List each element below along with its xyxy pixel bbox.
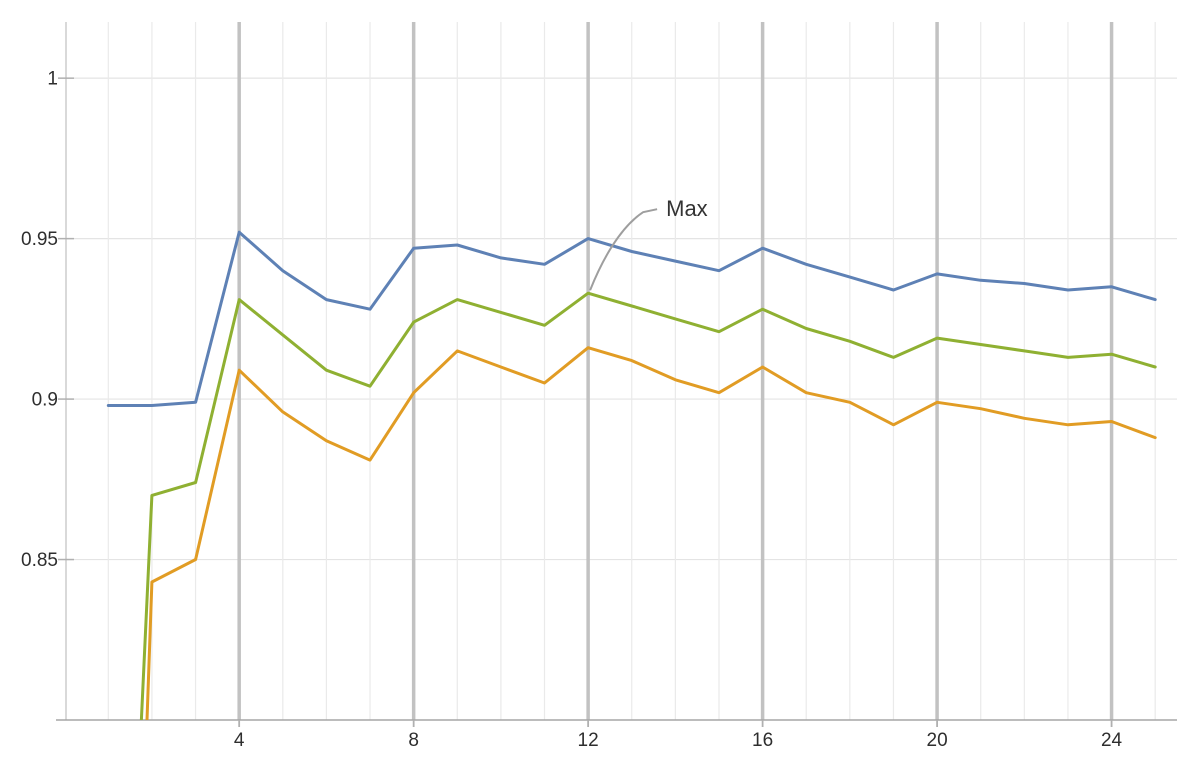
y-tick-label: 0.95 (21, 229, 58, 250)
x-tick-label: 16 (752, 730, 773, 751)
x-tick-label: 8 (408, 730, 419, 751)
x-tick-label: 4 (234, 730, 245, 751)
x-tick-label: 24 (1101, 730, 1123, 751)
x-tick-label: 20 (927, 730, 948, 751)
series-blue-line (106, 230, 1157, 407)
series-green-line (139, 291, 1157, 720)
series-orange-line (145, 346, 1157, 720)
vertical-minor-gridlines (107, 22, 1156, 720)
y-tick-label: 1 (47, 69, 58, 90)
annotation-callout: Max (589, 196, 708, 291)
tick-marks (58, 77, 1113, 727)
tick-labels: 1 0.95 0.9 0.85 4 8 12 16 20 24 (21, 69, 1123, 751)
callout-line (589, 208, 658, 291)
horizontal-gridlines (66, 77, 1177, 561)
y-tick-label: 0.85 (21, 550, 58, 571)
data-series (106, 230, 1157, 720)
x-tick-label: 12 (578, 730, 599, 751)
y-tick-label: 0.9 (32, 390, 58, 411)
vertical-major-gridlines (237, 22, 1114, 720)
annotation-max-label: Max (666, 196, 708, 221)
